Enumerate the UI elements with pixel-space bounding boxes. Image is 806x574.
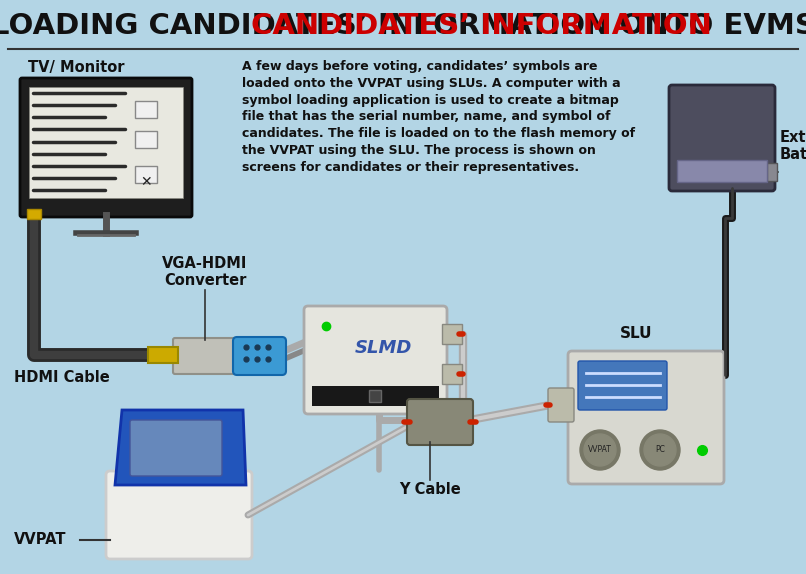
Polygon shape	[115, 410, 246, 485]
FancyBboxPatch shape	[106, 471, 252, 559]
Text: PC: PC	[655, 445, 665, 455]
FancyBboxPatch shape	[135, 101, 157, 118]
FancyBboxPatch shape	[669, 85, 775, 191]
Circle shape	[580, 430, 620, 470]
Text: SLU: SLU	[620, 326, 652, 341]
FancyBboxPatch shape	[677, 160, 767, 182]
FancyBboxPatch shape	[767, 163, 777, 181]
Text: HDMI Cable: HDMI Cable	[14, 370, 110, 385]
FancyBboxPatch shape	[20, 78, 192, 217]
FancyBboxPatch shape	[442, 364, 462, 384]
Circle shape	[640, 430, 680, 470]
FancyBboxPatch shape	[135, 131, 157, 148]
Text: SLMD: SLMD	[355, 339, 412, 357]
Text: VGA-HDMI
Converter: VGA-HDMI Converter	[162, 255, 247, 288]
Text: Y Cable: Y Cable	[399, 482, 461, 497]
Text: A few days before voting, candidates’ symbols are
loaded onto the VVPAT using SL: A few days before voting, candidates’ sy…	[242, 60, 635, 174]
FancyBboxPatch shape	[173, 338, 239, 374]
FancyBboxPatch shape	[29, 87, 183, 198]
Text: LOADING CANDIDATES’ INFORMATION ONTO EVMS: LOADING CANDIDATES’ INFORMATION ONTO EVM…	[0, 12, 806, 40]
Circle shape	[584, 434, 616, 466]
FancyBboxPatch shape	[407, 399, 473, 445]
FancyBboxPatch shape	[233, 337, 286, 375]
FancyBboxPatch shape	[548, 388, 574, 422]
FancyBboxPatch shape	[130, 420, 222, 476]
FancyBboxPatch shape	[304, 306, 447, 414]
Circle shape	[644, 434, 676, 466]
FancyBboxPatch shape	[578, 361, 667, 410]
Text: VVPAT: VVPAT	[14, 533, 67, 548]
Text: External
Battery: External Battery	[780, 130, 806, 162]
Text: TV/ Monitor: TV/ Monitor	[28, 60, 124, 75]
Text: CANDIDATES’ INFORMATION: CANDIDATES’ INFORMATION	[251, 12, 712, 40]
Text: VVPAT: VVPAT	[588, 445, 612, 455]
FancyBboxPatch shape	[135, 166, 157, 183]
FancyBboxPatch shape	[369, 390, 381, 402]
Text: ✕: ✕	[140, 175, 152, 189]
FancyBboxPatch shape	[312, 386, 439, 406]
FancyBboxPatch shape	[442, 324, 462, 344]
FancyBboxPatch shape	[568, 351, 724, 484]
FancyBboxPatch shape	[27, 209, 41, 219]
FancyBboxPatch shape	[148, 347, 178, 363]
